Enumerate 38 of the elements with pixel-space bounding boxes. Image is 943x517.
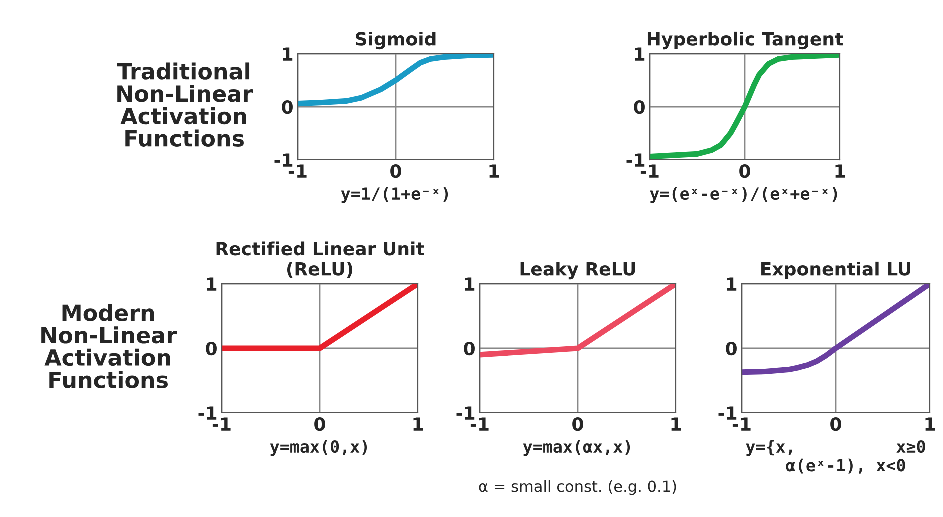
x-tick-label: 0	[572, 417, 584, 432]
x-tick-label: 0	[314, 417, 326, 432]
x-tick-label: 0	[740, 164, 750, 178]
y-tick-label: 1	[465, 278, 475, 291]
x-tick-label: 1	[672, 418, 682, 431]
y-tick-label: 0	[206, 342, 217, 356]
y-tick-label: 0	[726, 342, 737, 356]
y-tick-label: 1	[727, 278, 737, 291]
chart-title: Leaky ReLU	[520, 262, 636, 280]
chart-title: Hyperbolic Tangent	[648, 32, 844, 50]
y-tick-label: -1	[274, 154, 293, 167]
y-tick-label: -1	[626, 154, 645, 167]
text: Modern Non-Linear Activation Functions	[42, 304, 178, 388]
y-tick-label: 1	[635, 48, 645, 61]
chart-title: Sigmoid	[356, 32, 436, 50]
x-tick-label: 1	[490, 164, 500, 178]
chart-title: Rectified Linear Unit (ReLU)	[216, 242, 424, 278]
chart-title: Exponential LU	[762, 262, 910, 280]
x-tick-label: 0	[390, 164, 402, 178]
x-axis-title: y=1/(1+e⁻ˣ)	[341, 187, 448, 204]
x-tick-label: 0	[830, 417, 842, 432]
y-tick-label: 0	[464, 342, 475, 356]
x-axis-title: y=(eˣ-e⁻ˣ)/(eˣ+e⁻ˣ)	[650, 187, 838, 204]
text: Traditional Non-Linear Activation Functions	[117, 62, 254, 147]
y-tick-label: 1	[207, 278, 217, 291]
x-axis-title: y=max(αx,x)	[523, 440, 630, 456]
y-tick-label: -1	[198, 406, 217, 420]
y-tick-label: 0	[282, 100, 293, 114]
y-tick-label: -1	[456, 406, 475, 420]
x-tick-label: 1	[836, 164, 846, 178]
y-tick-label: -1	[718, 406, 737, 420]
y-tick-label: 0	[634, 100, 645, 114]
y-tick-label: 1	[283, 48, 293, 61]
x-axis-title: y=max(0,x)	[270, 440, 368, 456]
x-axis-title: y={x, x≥0 α(eˣ-1), x<0	[746, 440, 926, 474]
x-tick-label: 1	[926, 418, 936, 431]
x-tick-label: 1	[414, 418, 424, 431]
text: α = small const. (e.g. 0.1)	[479, 480, 676, 496]
